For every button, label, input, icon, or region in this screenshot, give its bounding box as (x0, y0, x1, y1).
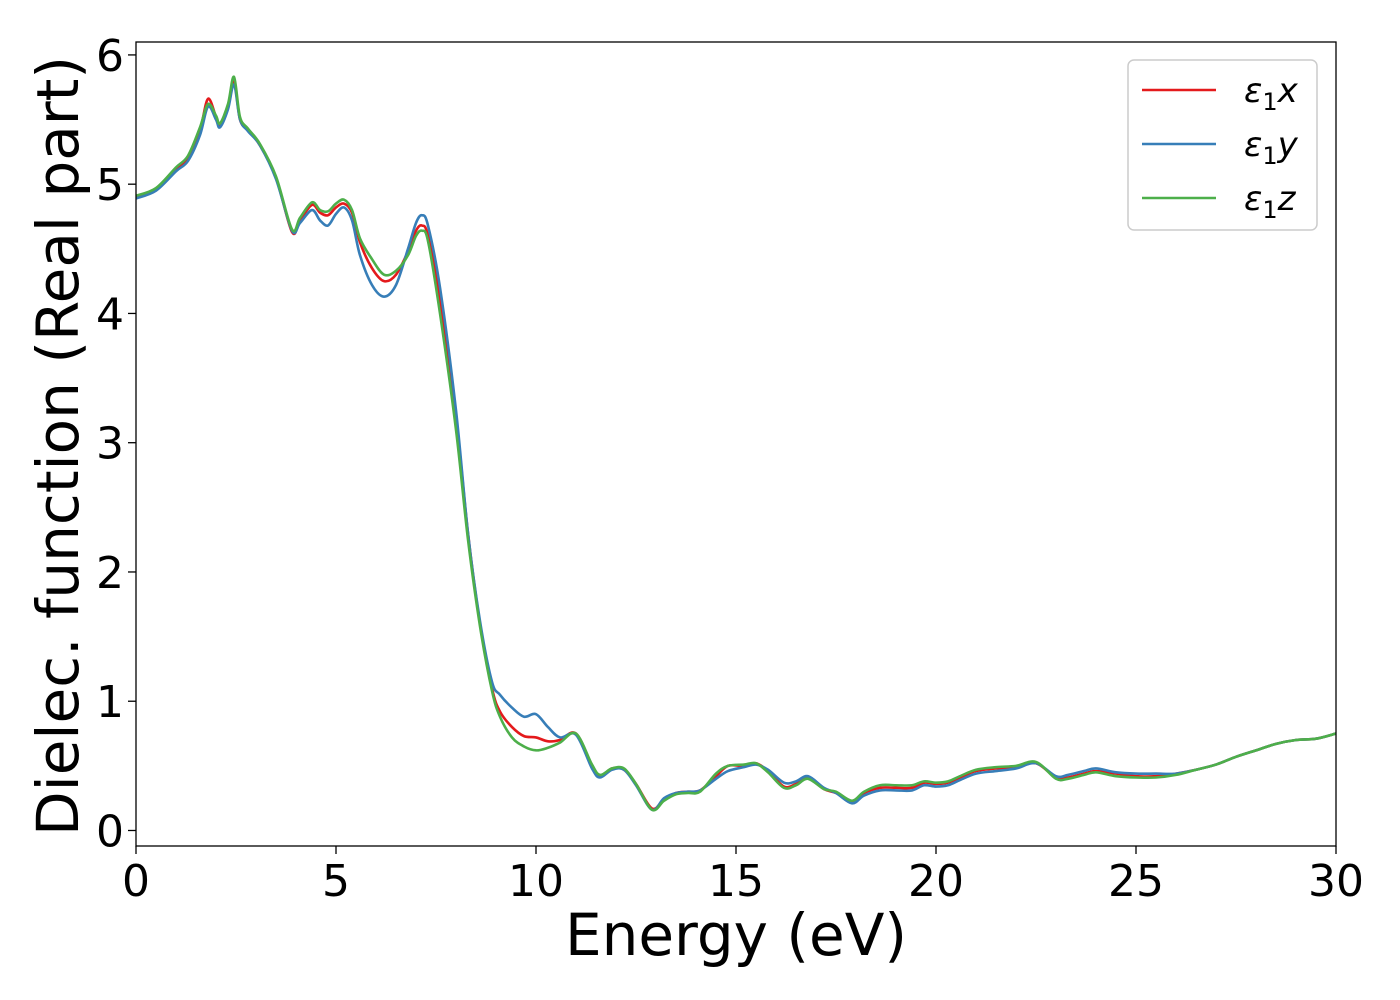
x-tick-label: 30 (1308, 856, 1364, 907)
x-tick-label: 15 (708, 856, 764, 907)
series-line-z (135, 75, 1337, 812)
y-tick-label: 3 (96, 419, 124, 470)
x-tick-label: 10 (508, 856, 564, 907)
legend-label-z: ε1z (1244, 179, 1297, 224)
series-layer (135, 75, 1337, 812)
legend-box (1127, 59, 1318, 231)
y-axis-ticks: 0 1 2 3 4 5 6 (96, 31, 136, 857)
legend-label-x: ε1x (1244, 71, 1299, 116)
x-tick-label: 0 (122, 856, 150, 907)
y-tick-label: 1 (96, 677, 124, 728)
x-tick-label: 5 (322, 856, 350, 907)
x-tick-label: 20 (908, 856, 964, 907)
y-tick-label: 2 (96, 548, 124, 599)
y-tick-label: 5 (96, 160, 124, 211)
legend-label-y: ε1y (1244, 125, 1299, 170)
x-tick-label: 25 (1108, 856, 1164, 907)
y-tick-label: 6 (96, 31, 124, 82)
y-tick-label: 4 (96, 289, 124, 340)
y-axis-title: Dielec. function (Real part) (24, 56, 92, 836)
y-tick-label: 0 (96, 806, 124, 857)
x-axis-title: Energy (eV) (565, 901, 907, 969)
x-axis-ticks: 0 5 10 15 20 25 30 (122, 846, 1364, 907)
legend: ε1x ε1y ε1z (1127, 59, 1318, 231)
